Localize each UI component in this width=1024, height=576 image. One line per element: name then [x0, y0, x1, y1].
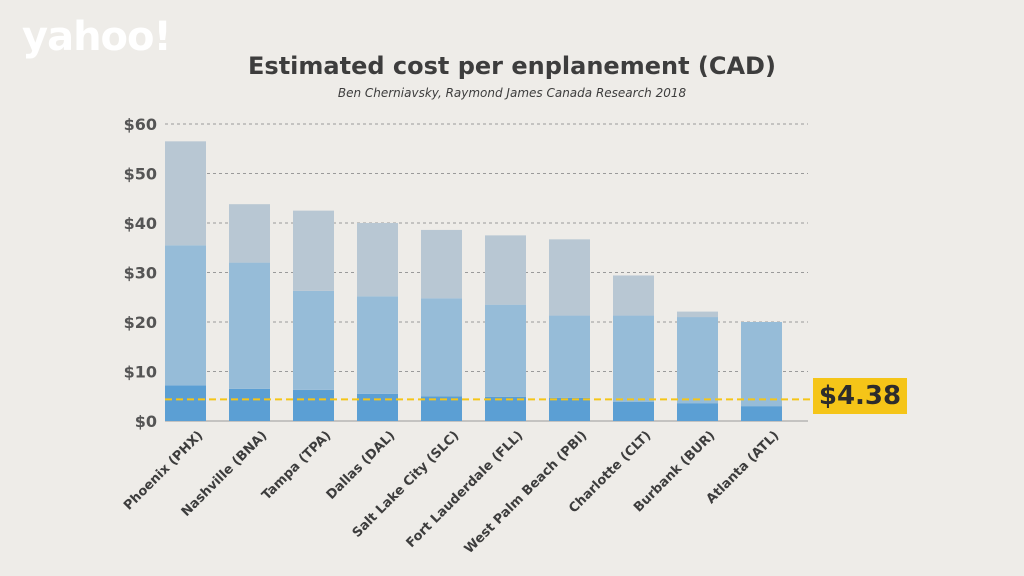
- chart-subtitle: Ben Cherniavsky, Raymond James Canada Re…: [337, 86, 687, 100]
- bar-segment: [613, 401, 654, 421]
- bar-segment: [485, 235, 526, 305]
- bar-segment: [613, 315, 654, 402]
- bars: [165, 141, 782, 421]
- bar-segment: [677, 311, 718, 318]
- bar-segment: [741, 406, 782, 421]
- bar-segment: [549, 397, 590, 421]
- bar-segment: [293, 290, 334, 390]
- category-label: West Palm Beach (PBI): [462, 428, 591, 557]
- bar-segment: [165, 385, 206, 421]
- reference-value-badge: $4.38: [813, 378, 907, 414]
- yahoo-logo: yahoo!: [22, 14, 172, 60]
- bar-segment: [293, 389, 334, 421]
- bar-segment: [165, 245, 206, 386]
- y-tick-label: $40: [124, 214, 157, 233]
- y-tick-label: $0: [135, 412, 157, 431]
- bar-segment: [549, 315, 590, 398]
- bar-segment: [421, 396, 462, 421]
- bar-segment: [741, 322, 782, 407]
- bar-segment: [677, 403, 718, 421]
- bar-segment: [229, 388, 270, 421]
- category-label: Fort Lauderdale (FLL): [404, 428, 527, 551]
- bar-segment: [677, 317, 718, 404]
- y-tick-label: $20: [124, 313, 157, 332]
- reference-value-label: $4.38: [818, 381, 902, 411]
- chart-title: Estimated cost per enplanement (CAD): [248, 52, 776, 80]
- bar-segment: [165, 141, 206, 246]
- y-tick-label: $50: [124, 165, 157, 184]
- y-tick-label: $30: [124, 264, 157, 283]
- bar-segment: [549, 239, 590, 316]
- bar-segment: [229, 204, 270, 263]
- y-axis-ticks: $0 $10 $20 $30 $40 $50 $60: [124, 115, 157, 431]
- bar-segment: [357, 393, 398, 421]
- bar-segment: [485, 396, 526, 421]
- category-labels: Phoenix (PHX)Nashville (BNA)Tampa (TPA)D…: [121, 428, 782, 557]
- bar-segment: [229, 262, 270, 389]
- bar-segment: [485, 304, 526, 397]
- bar-segment: [613, 275, 654, 316]
- bar-segment: [421, 229, 462, 299]
- category-label: Salt Lake City (SLC): [350, 428, 463, 541]
- bar-segment: [357, 296, 398, 394]
- bar-segment: [357, 223, 398, 297]
- bar-segment: [293, 210, 334, 291]
- y-tick-label: $10: [124, 363, 157, 382]
- y-tick-label: $60: [124, 115, 157, 134]
- bar-segment: [421, 298, 462, 397]
